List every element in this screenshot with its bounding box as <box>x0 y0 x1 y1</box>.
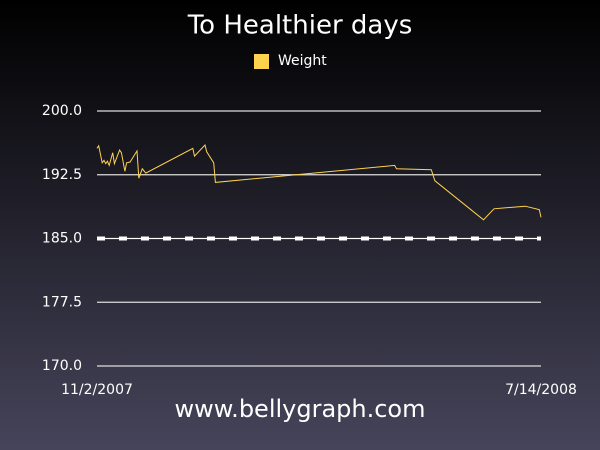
legend-label: Weight <box>278 53 327 69</box>
y-tick-label: 177.5 <box>42 294 82 310</box>
chart-title: To Healthier days <box>187 11 413 41</box>
x-tick-label: 11/2/2007 <box>61 382 133 398</box>
legend-swatch <box>254 54 269 69</box>
line <box>96 143 542 221</box>
y-tick-label: 192.5 <box>42 167 82 183</box>
x-tick-label: 7/14/2008 <box>505 382 577 398</box>
y-tick-label: 200.0 <box>42 103 82 119</box>
source: www.bellygraph.com <box>175 395 426 423</box>
y-tick-label: 170.0 <box>42 358 82 374</box>
y-tick-label: 185.0 <box>42 231 82 247</box>
